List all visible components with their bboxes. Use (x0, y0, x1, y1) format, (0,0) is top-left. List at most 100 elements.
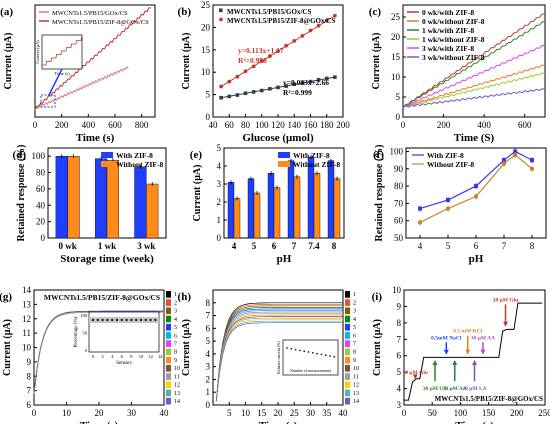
x-tick-label: 10 (241, 408, 251, 418)
panel-f: (f) pH Retained response (%) 4 5 6 7 8 50 60 70 80 9… (373, 144, 547, 265)
legend-swatch (278, 161, 290, 167)
series-line (402, 44, 546, 109)
y-tick-label: 20 (391, 32, 401, 42)
panel-label: (c) (369, 6, 382, 18)
response-curve (215, 316, 343, 402)
inset-x-tick: 2 (101, 354, 103, 359)
legend-entry: 3 wk/without ZIF-8 (422, 53, 485, 62)
x-tick-label: 15 (257, 408, 267, 418)
x-tick-label: 100 (255, 120, 269, 130)
legend-swatch (166, 364, 171, 372)
x-tick-label: 0 (401, 120, 406, 130)
y-tick-label: 6 (27, 400, 32, 410)
inset-x-tick: 12 (148, 354, 153, 359)
inset-point (149, 318, 152, 322)
bar (307, 156, 315, 239)
y-tick-label: 3 (397, 400, 402, 410)
inset-point (303, 350, 306, 353)
y-tick-label: 5 (397, 367, 402, 377)
response-curve (215, 314, 343, 402)
x-tick-label: 400 (477, 120, 491, 130)
y-tick-label: 8 (206, 298, 211, 308)
inset-frame (41, 34, 83, 70)
legend-entry: 0 wk/with ZIF-8 (422, 8, 474, 17)
inset-point (311, 351, 314, 354)
data-point (529, 166, 535, 171)
panel-a: (a) Time (s) Current (μA) 0 200 400 600 800 MWCN… (0, 4, 156, 144)
inset-y-tick: 100 (80, 313, 88, 318)
response-curve (215, 303, 343, 402)
legend-entry: With ZIF-8 (116, 151, 153, 160)
x-axis-label: Storage time (week) (60, 253, 154, 265)
panel-e: (e) pH Current (μA) 0 1 2 3 4 5 4 5 6 7 7.4 8 With ZIF-… (190, 143, 345, 265)
bar (94, 158, 108, 239)
data-point (227, 94, 232, 99)
y-axis-label: Current (μA) (372, 319, 383, 376)
plot-frame (34, 4, 156, 118)
data-point (308, 28, 313, 33)
inset-point (125, 318, 128, 322)
panel-label: (i) (372, 291, 383, 303)
legend-swatch (345, 332, 350, 339)
zoom-box (40, 94, 56, 108)
x-axis-label: Glucose (μmol) (242, 132, 314, 144)
y-tick-label: 1 (217, 215, 222, 225)
y-tick-label: 12 (22, 314, 31, 324)
inset-x-label: Number of measurements (290, 368, 332, 373)
panel-label: (h) (178, 291, 192, 303)
legend-entry: 3 (353, 309, 356, 315)
inset-point (101, 318, 104, 322)
legend-entry: With ZIF-8 (293, 151, 330, 160)
x-tick-label: 5 (446, 241, 451, 251)
x-tick-label: 80 (241, 120, 251, 130)
plot-frame (403, 289, 546, 406)
bar (287, 160, 295, 239)
y-tick-label: 80 (36, 168, 46, 178)
x-tick-label: 250 (538, 408, 550, 418)
inset-point (290, 347, 293, 350)
x-tick-label: 50 (428, 408, 438, 418)
legend-swatch (166, 348, 171, 356)
legend-entry: 4 (174, 317, 177, 323)
y-tick-label: 8 (397, 318, 402, 328)
data-point (502, 158, 506, 163)
data-point (251, 90, 256, 94)
legend-entry: 8 (174, 350, 177, 356)
x-tick-label: 30 (306, 408, 316, 418)
bar (134, 166, 147, 239)
legend-swatch (345, 340, 350, 347)
x-axis-label: Time (s) (80, 420, 119, 424)
panel-label: (g) (0, 291, 12, 303)
legend-entry: 0 wk/without ZIF-8 (422, 17, 485, 26)
x-tick-label: 0 wk (59, 241, 77, 251)
legend-entry: 1 (174, 292, 177, 298)
legend-swatch (166, 307, 171, 315)
y-axis-label: Retained response (%) (374, 144, 385, 241)
y-tick-label: 15 (391, 52, 401, 62)
data-point (501, 161, 507, 166)
inset-point (139, 318, 143, 322)
inset-curve (42, 36, 82, 66)
legend-entry: 1 wk/without ZIF-8 (422, 35, 485, 44)
legend-entry: 10 (353, 366, 359, 372)
y-axis-label: Current (μA) (2, 319, 13, 376)
bar (106, 160, 120, 239)
plot-frame (223, 147, 345, 239)
data-point (308, 79, 313, 84)
inset-point (135, 318, 138, 322)
x-axis-label: Time (s) (76, 132, 115, 144)
bar (146, 183, 159, 239)
x-tick-label: 40 (160, 408, 170, 418)
y-axis-label: Current (μA) (371, 33, 382, 90)
data-point (446, 197, 450, 202)
y-tick-label: 90 (394, 164, 404, 174)
data-point (219, 95, 223, 100)
x-tick-label: 3 wk (137, 241, 155, 251)
legend-swatch (345, 373, 350, 380)
legend-swatch (166, 291, 171, 298)
x-tick-label: 200 (336, 120, 350, 130)
x-tick-label: 200 (55, 120, 69, 130)
injection-label: 30 μM AA (443, 386, 467, 392)
x-tick-label: 140 (288, 120, 302, 130)
y-tick-label: 11 (22, 328, 31, 338)
